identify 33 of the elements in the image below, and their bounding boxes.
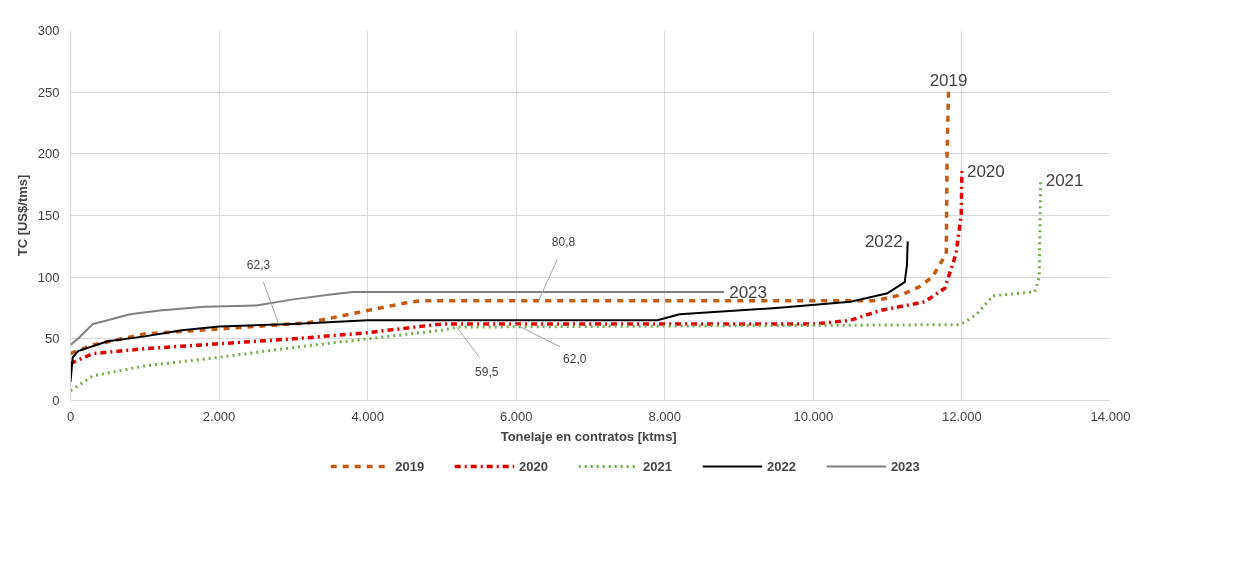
y-tick-label: 100 [37, 269, 60, 285]
x-tick-label: 8.000 [648, 408, 682, 424]
annotation: 62,3 [246, 257, 271, 272]
x-tick-label: 10.000 [793, 408, 834, 424]
legend-label: 2020 [519, 458, 549, 474]
y-axis-title: TC [US$/tms] [14, 174, 30, 257]
x-tick-label: 2.000 [202, 408, 236, 424]
y-tick-label: 200 [37, 146, 60, 162]
legend-label: 2019 [395, 458, 425, 474]
text: 2022 [864, 232, 903, 252]
x-tick-label: 0 [66, 408, 75, 424]
y-tick-label: 250 [37, 84, 60, 100]
x-tick-label: 4.000 [351, 408, 384, 424]
annotation: 59,5 [475, 365, 499, 380]
line-series [70, 290, 726, 346]
y-tick-label: 0 [52, 393, 60, 408]
x-tick-label: 6.000 [499, 408, 533, 424]
annotation: 62,0 [563, 352, 587, 367]
y-tick-label: 300 [37, 23, 60, 38]
y-tick-label: 150 [37, 208, 60, 223]
annotation: 80,8 [551, 234, 576, 249]
line-series [70, 169, 964, 366]
x-axis-title: Tonelaje en contratos [ktms] [500, 428, 677, 444]
legend-label: 2023 [890, 458, 920, 474]
text: 2021 [1045, 170, 1084, 190]
legend-label: 2021 [643, 458, 672, 474]
y-tick-label: 50 [45, 331, 60, 347]
text: 2019 [929, 70, 968, 90]
x-tick-label: 14.000 [1090, 408, 1131, 424]
legend-label: 2022 [766, 458, 796, 474]
x-tick-label: 12.000 [942, 408, 982, 424]
text: 2020 [966, 162, 1005, 182]
text: 2023 [729, 282, 768, 302]
